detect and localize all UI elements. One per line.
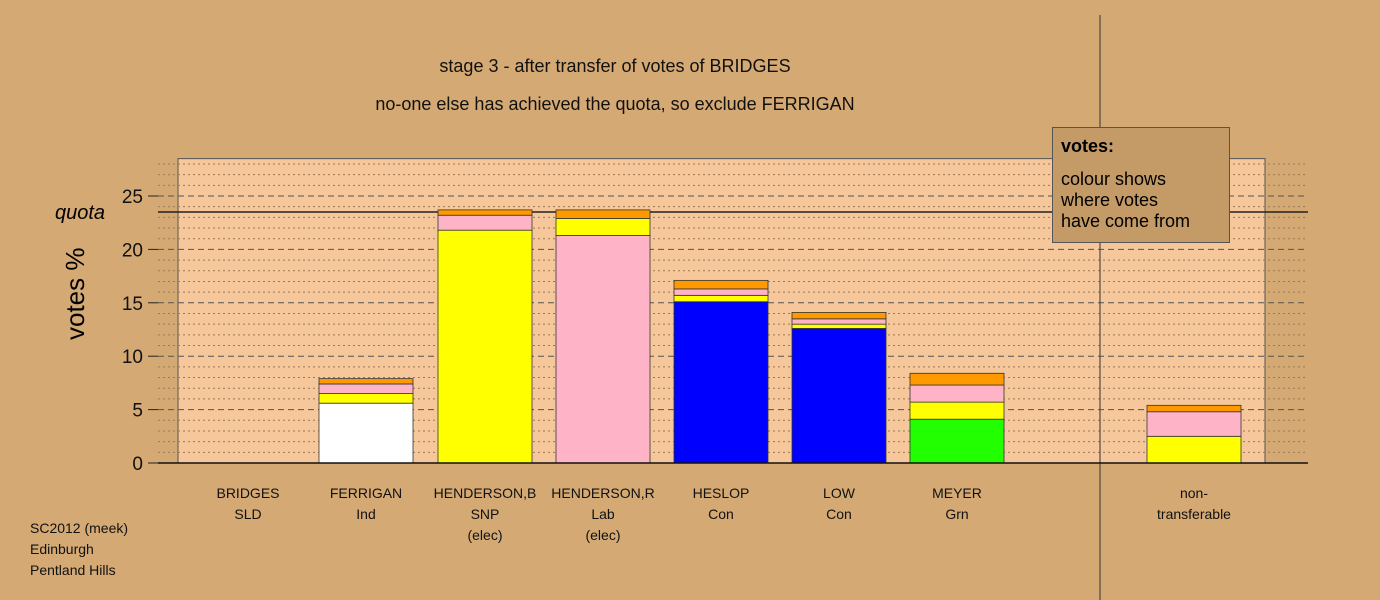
bar-segment-orange: [318, 378, 414, 385]
x-category-label: transferable: [1157, 506, 1231, 522]
x-category-label: SLD: [234, 506, 261, 522]
chart-subtitle: no-one else has achieved the quota, so e…: [375, 94, 855, 114]
bar-segment-pink: [555, 235, 651, 464]
y-tick-label: 15: [122, 294, 143, 315]
bar-segment-pink: [791, 318, 887, 325]
x-category-label: Con: [708, 506, 734, 522]
x-category-label: Ind: [356, 506, 375, 522]
bar-segment-yellow: [555, 218, 651, 236]
footer-line-3: Pentland Hills: [30, 562, 116, 578]
bar-segment-white: [318, 402, 414, 464]
x-category-label: BRIDGES: [216, 485, 279, 501]
chart-title: stage 3 - after transfer of votes of BRI…: [439, 56, 791, 76]
x-category-label: Con: [826, 506, 852, 522]
bar-segment-blue: [673, 301, 769, 464]
bar-segment-green: [909, 418, 1005, 464]
x-category-label: Lab: [591, 506, 615, 522]
bar-segment-yellow: [318, 393, 414, 404]
x-category-label: LOW: [823, 485, 856, 501]
x-category-label: (elec): [467, 527, 502, 543]
x-category-label: HENDERSON,R: [551, 485, 654, 501]
x-category-label: Grn: [945, 506, 968, 522]
x-category-label: SNP: [471, 506, 500, 522]
legend-box: votes: colour shows where votes have com…: [1052, 127, 1230, 243]
legend-title: votes:: [1061, 136, 1115, 156]
bar-segment-yellow: [1146, 435, 1242, 464]
bar-segment-yellow: [909, 401, 1005, 420]
quota-label: quota: [55, 202, 106, 224]
bar-segment-orange: [791, 312, 887, 320]
x-category-label: (elec): [585, 527, 620, 543]
y-tick-label: 0: [132, 454, 143, 475]
bar-segment-orange: [555, 209, 651, 219]
footer-line-1: SC2012 (meek): [30, 520, 129, 536]
x-category-label: HESLOP: [693, 485, 750, 501]
bar-segment-pink: [1146, 411, 1242, 437]
bar-segment-yellow: [673, 294, 769, 303]
bar-segment-orange: [909, 372, 1005, 386]
bar-segment-pink: [909, 384, 1005, 403]
bar-segment-pink: [318, 383, 414, 394]
x-category-label: non-: [1180, 485, 1208, 501]
bar-segment-pink: [673, 288, 769, 296]
y-tick-label: 10: [122, 347, 143, 368]
y-axis-label: votes %: [60, 247, 90, 341]
x-category-label: HENDERSON,B: [434, 485, 537, 501]
footer: SC2012 (meek) Edinburgh Pentland Hills: [30, 518, 128, 581]
footer-line-2: Edinburgh: [30, 541, 94, 557]
bar-segment-yellow: [437, 229, 533, 464]
legend-body: colour shows where votes have come from: [1061, 169, 1191, 231]
x-category-label: MEYER: [932, 485, 982, 501]
y-tick-label: 5: [132, 401, 143, 422]
bar-segment-orange: [673, 279, 769, 290]
bar-segment-yellow: [791, 323, 887, 329]
bar-segment-orange: [437, 209, 533, 216]
bar-segment-orange: [1146, 404, 1242, 413]
x-category-label: FERRIGAN: [330, 485, 402, 501]
y-tick-label: 25: [122, 187, 143, 208]
bar-segment-blue: [791, 328, 887, 464]
y-tick-label: 20: [122, 240, 143, 261]
bar-segment-pink: [437, 214, 533, 231]
